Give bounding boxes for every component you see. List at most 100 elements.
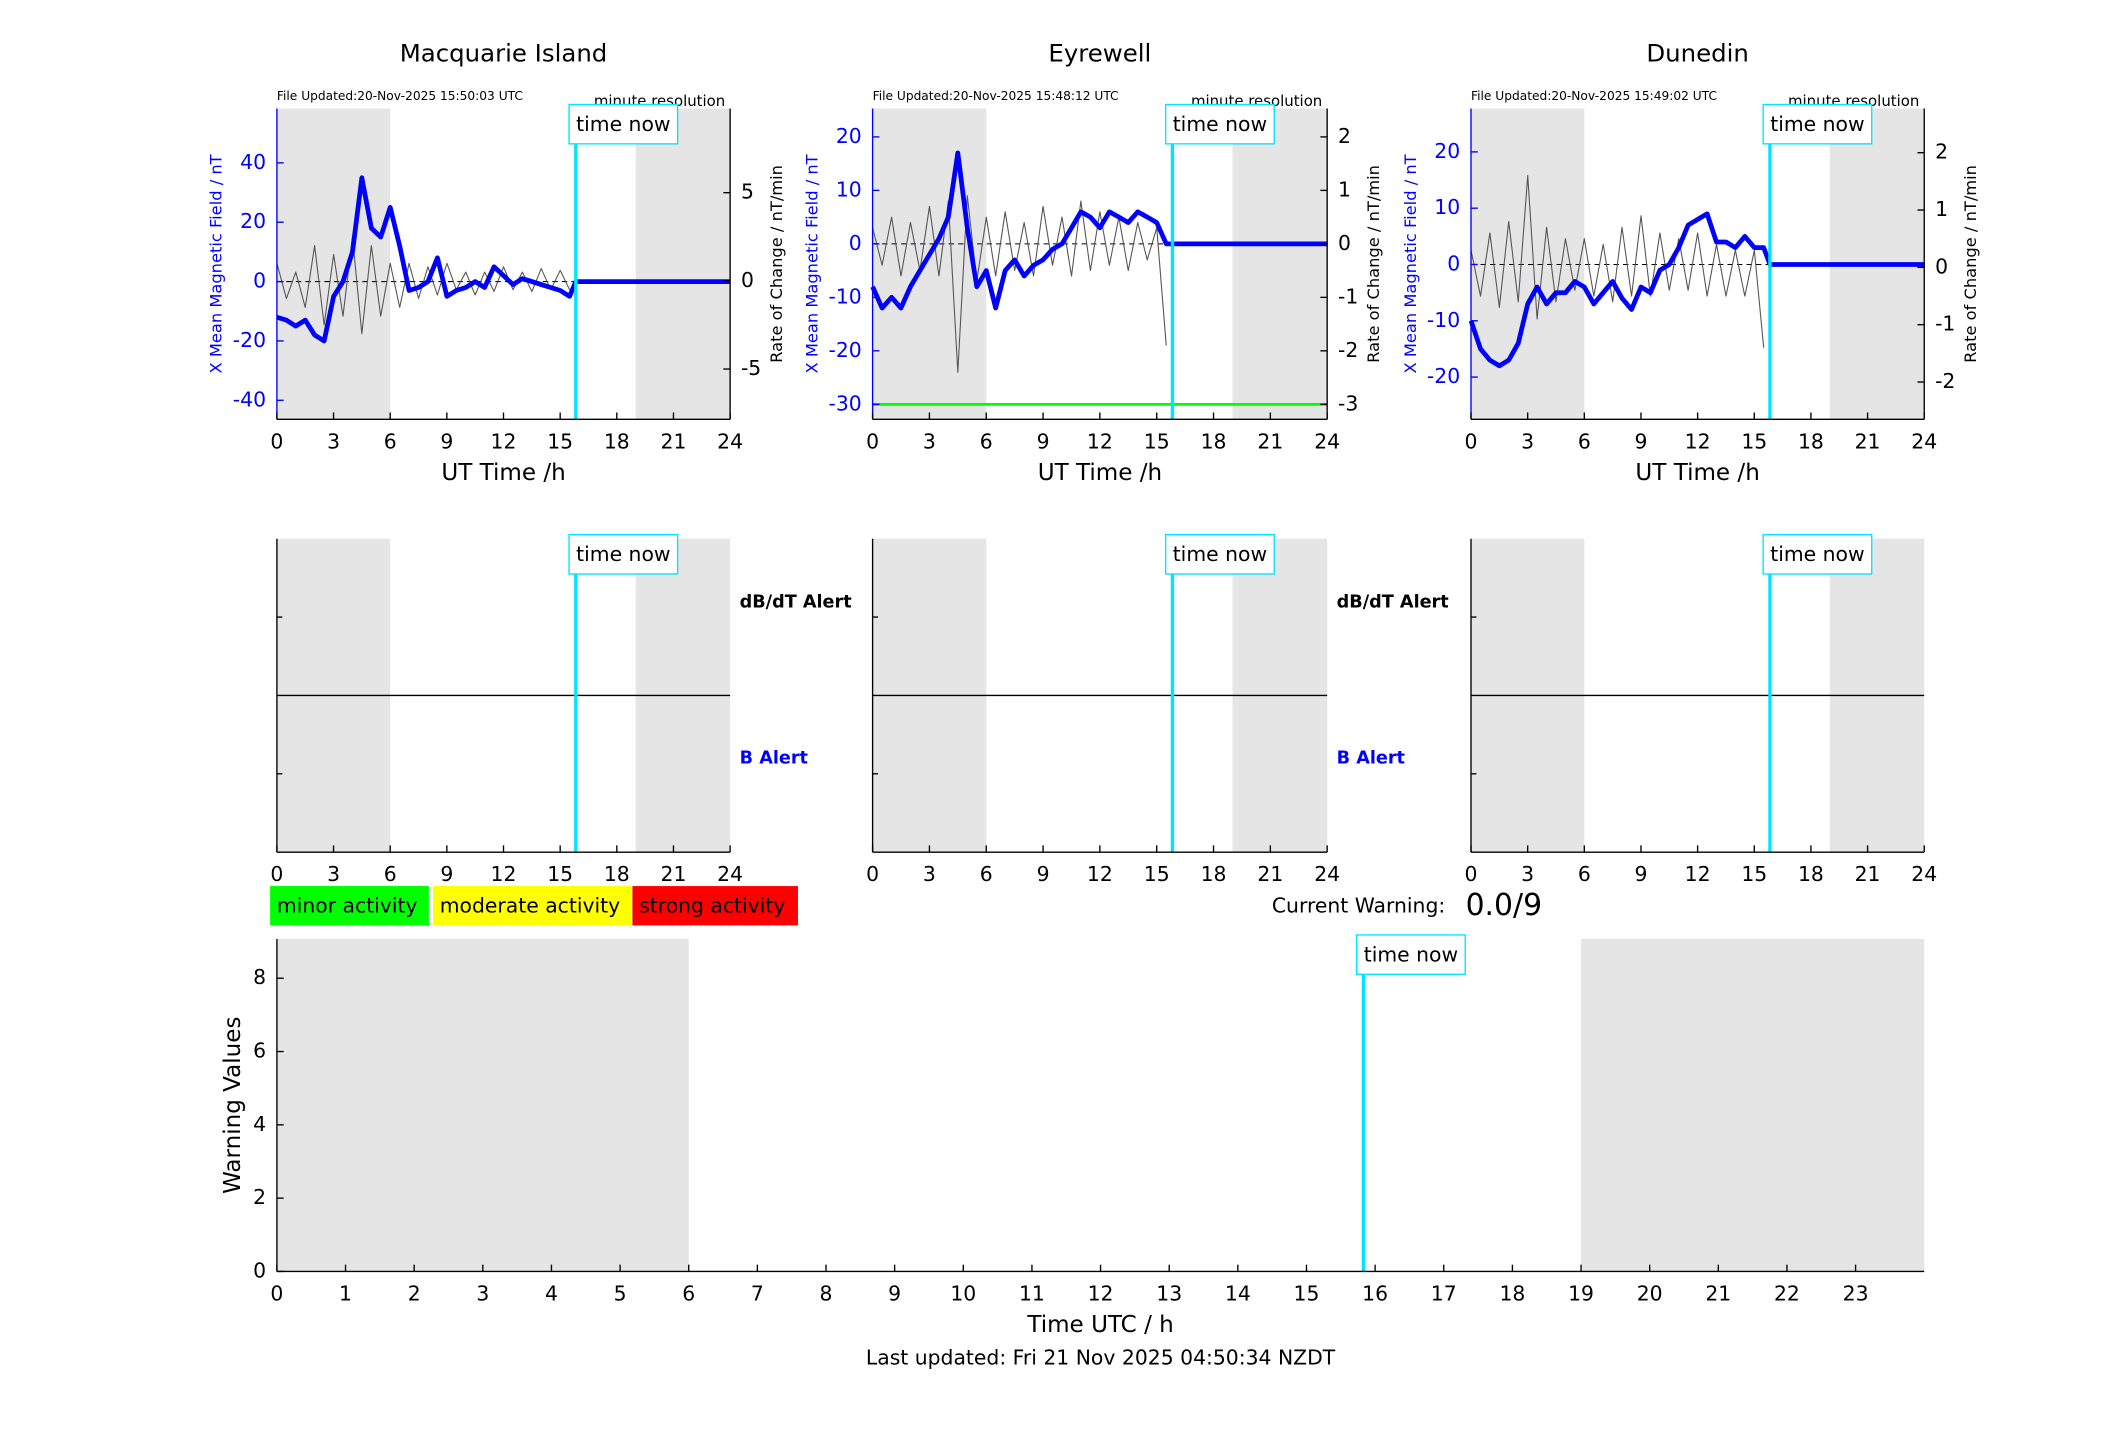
x-tick-label: 21 [661, 862, 687, 886]
y2-tick-label: 1 [1935, 197, 1948, 221]
y-axis-label: Warning Values [220, 1017, 246, 1194]
chart-title: Eyrewell [1048, 38, 1151, 67]
x-tick-label: 9 [1634, 429, 1647, 453]
x-tick-label: 24 [1911, 429, 1937, 453]
x-tick-label: 18 [604, 429, 630, 453]
y-tick-label: 2 [253, 1185, 266, 1209]
y-tick-label: 40 [240, 150, 266, 174]
y-axis-label: X Mean Magnetic Field / nT [802, 154, 821, 373]
y2-tick-label: 0 [741, 268, 754, 292]
x-tick-label: 12 [1685, 429, 1711, 453]
x-tick-label: 18 [1798, 429, 1824, 453]
y-tick-label: -40 [233, 387, 266, 411]
time-now-box [1762, 103, 1873, 145]
time-now-label: time now [576, 542, 670, 566]
x-tick-label: 16 [1362, 1282, 1388, 1306]
x-tick-label: 18 [604, 862, 630, 886]
x-tick-label: 24 [1314, 862, 1340, 886]
x-tick-label: 24 [717, 862, 743, 886]
legend-swatch [270, 886, 429, 926]
y2-tick-label: -1 [1935, 312, 1955, 336]
x-tick-label: 21 [1705, 1282, 1731, 1306]
x-tick-label: 10 [950, 1282, 976, 1306]
current-warning-value: 0.0/9 [1466, 888, 1543, 923]
x-tick-label: 6 [384, 429, 397, 453]
x-tick-label: 21 [661, 429, 687, 453]
night-shade [276, 108, 391, 420]
y-tick-label: 20 [836, 124, 862, 148]
legend-swatch [632, 886, 798, 926]
time-now-label: time now [1173, 542, 1267, 566]
x-tick-label: 12 [491, 862, 517, 886]
x-tick-label: 6 [980, 429, 993, 453]
y2-axis-label: Rate of Change / nT/min [1961, 165, 1980, 363]
night-shade [1471, 108, 1585, 420]
y2-tick-label: -5 [741, 356, 761, 380]
x-tick-label: 18 [1201, 862, 1227, 886]
x-axis-label: Time UTC / h [1026, 1312, 1173, 1338]
y-tick-label: -20 [233, 328, 266, 352]
y-axis-label: X Mean Magnetic Field / nT [207, 154, 226, 373]
x-axis-label: UT Time /h [1038, 460, 1162, 486]
time-now-label: time now [576, 112, 670, 136]
x-tick-label: 24 [1314, 429, 1340, 453]
x-tick-label: 17 [1431, 1282, 1457, 1306]
x-tick-label: 4 [545, 1282, 558, 1306]
x-tick-label: 7 [751, 1282, 764, 1306]
time-now-label: time now [1173, 112, 1267, 136]
x-tick-label: 15 [1144, 429, 1170, 453]
legend-label: minor activity [277, 893, 418, 917]
y-tick-label: 10 [836, 177, 862, 201]
x-tick-label: 24 [717, 429, 743, 453]
x-tick-label: 1 [339, 1282, 352, 1306]
y-tick-label: -30 [829, 391, 862, 415]
y2-tick-label: 2 [1338, 124, 1351, 148]
time-now-box [568, 103, 679, 145]
y-tick-label: 0 [253, 269, 266, 293]
x-tick-label: 8 [820, 1282, 833, 1306]
x-tick-label: 21 [1855, 862, 1881, 886]
x-tick-label: 3 [327, 862, 340, 886]
y2-tick-label: -1 [1338, 284, 1358, 308]
x-tick-label: 3 [1521, 862, 1534, 886]
x-tick-label: 0 [270, 429, 283, 453]
legend-label: strong activity [639, 893, 785, 917]
y-axis-label: X Mean Magnetic Field / nT [1401, 154, 1420, 373]
x-tick-label: 12 [491, 429, 517, 453]
x-tick-label: 0 [270, 1282, 283, 1306]
x-tick-label: 9 [440, 429, 453, 453]
night-shade [1232, 108, 1328, 420]
y-tick-label: 0 [253, 1258, 266, 1282]
time-now-box [568, 533, 679, 575]
y2-tick-label: -2 [1935, 369, 1955, 393]
x-tick-label: 12 [1087, 862, 1113, 886]
x-tick-label: 15 [1741, 862, 1767, 886]
x-tick-label: 23 [1843, 1282, 1869, 1306]
x-tick-label: 3 [923, 429, 936, 453]
y-tick-label: 10 [1434, 195, 1460, 219]
file-updated: File Updated:20-Nov-2025 15:48:12 UTC [873, 89, 1119, 103]
time-now-box [1762, 533, 1873, 575]
file-updated: File Updated:20-Nov-2025 15:50:03 UTC [277, 89, 523, 103]
x-tick-label: 14 [1225, 1282, 1251, 1306]
x-tick-label: 6 [384, 862, 397, 886]
x-tick-label: 3 [1521, 429, 1534, 453]
alert-label: B Alert [740, 749, 809, 769]
x-tick-label: 3 [327, 429, 340, 453]
x-tick-label: 15 [1294, 1282, 1320, 1306]
time-now-box [1355, 934, 1466, 975]
y-tick-label: 0 [1447, 251, 1460, 275]
field-line [1468, 211, 1925, 369]
x-axis-label: UT Time /h [1635, 460, 1759, 486]
alert-label: dB/dT Alert [1337, 592, 1450, 612]
y-tick-label: -10 [829, 284, 862, 308]
x-tick-label: 21 [1257, 429, 1283, 453]
rate-line [1470, 175, 1765, 348]
current-warning-label: Current Warning: [1272, 893, 1445, 917]
x-axis-label: UT Time /h [441, 460, 565, 486]
y2-tick-label: -3 [1338, 391, 1358, 415]
x-tick-label: 15 [547, 429, 573, 453]
x-tick-label: 12 [1685, 862, 1711, 886]
y-tick-label: 20 [240, 209, 266, 233]
